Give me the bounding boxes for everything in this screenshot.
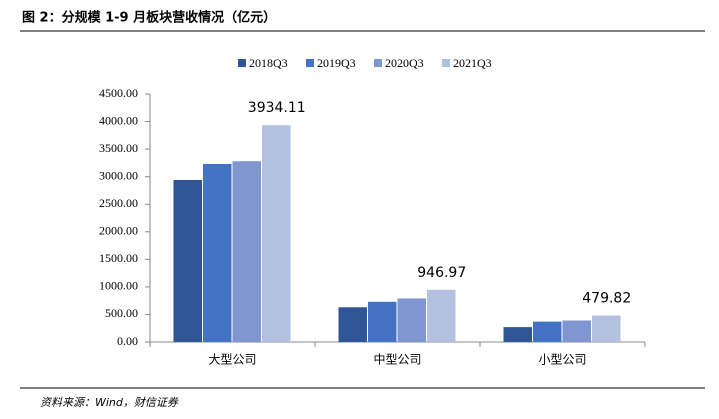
legend-label: 2018Q3	[249, 56, 288, 70]
y-tick-label: 1500.00	[99, 251, 138, 265]
y-tick-label: 0.00	[117, 334, 138, 348]
bar	[533, 321, 562, 342]
legend-swatch	[374, 59, 382, 67]
source-note: 资料来源：Wind，财信证券	[40, 396, 179, 409]
x-tick-label: 大型公司	[208, 353, 256, 367]
y-tick-label: 1000.00	[99, 279, 138, 293]
y-tick-label: 3500.00	[99, 141, 138, 155]
bar	[397, 298, 426, 342]
legend-swatch	[306, 59, 314, 67]
x-tick-label: 中型公司	[373, 352, 421, 367]
legend-label: 2019Q3	[317, 56, 356, 70]
legend-swatch	[442, 59, 450, 67]
y-tick-label: 4000.00	[99, 113, 138, 127]
value-label: 946.97	[417, 265, 466, 281]
bar	[503, 327, 532, 342]
value-label: 479.82	[582, 291, 631, 307]
y-tick-label: 3000.00	[99, 168, 138, 182]
y-tick-label: 2500.00	[99, 196, 138, 210]
chart-title: 图 2：分规模 1-9 月板块营收情况（亿元）	[22, 10, 276, 26]
legend-label: 2020Q3	[385, 56, 424, 70]
bar	[173, 179, 202, 342]
legend-label: 2021Q3	[453, 56, 492, 70]
x-tick-label: 小型公司	[538, 353, 586, 367]
bar	[232, 161, 261, 342]
bar	[562, 320, 591, 342]
bar	[203, 163, 232, 342]
y-tick-label: 500.00	[105, 306, 138, 320]
y-tick-label: 4500.00	[99, 86, 138, 100]
bar	[262, 125, 291, 342]
y-tick-label: 2000.00	[99, 224, 138, 238]
bar	[427, 289, 456, 342]
legend-swatch	[238, 59, 246, 67]
bar	[368, 301, 397, 342]
bar	[592, 315, 621, 342]
value-label: 3934.11	[248, 100, 306, 116]
bar	[338, 307, 367, 342]
